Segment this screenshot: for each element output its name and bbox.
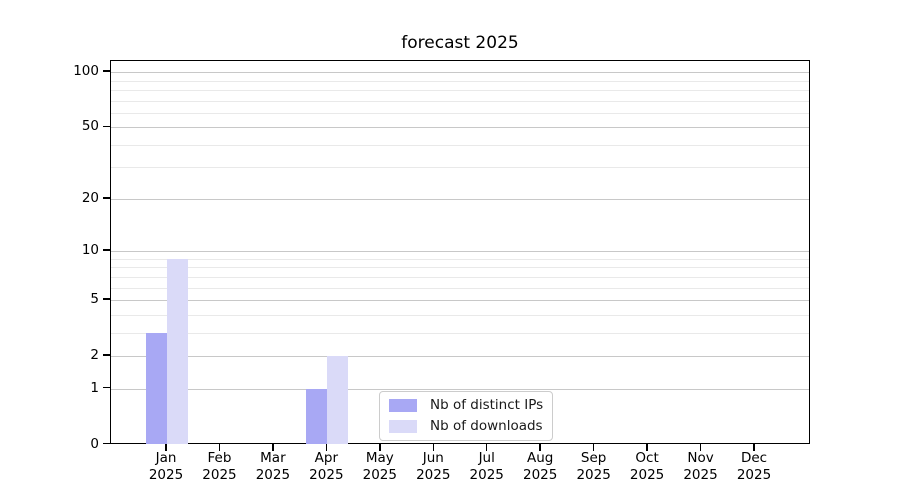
y-axis-tick-label: 100 xyxy=(73,63,99,80)
x-axis-month-label: May 2025 xyxy=(362,449,397,483)
x-axis-tick xyxy=(646,443,648,451)
x-axis-tick xyxy=(432,443,434,451)
x-axis-tick xyxy=(325,443,328,451)
y-axis-tick-label: 10 xyxy=(81,242,99,259)
minor-gridline xyxy=(111,267,809,269)
legend-label-distinct-ips: Nb of distinct IPs xyxy=(430,397,544,413)
x-axis-tick xyxy=(753,443,755,451)
minor-gridline xyxy=(111,100,809,102)
minor-gridline xyxy=(111,80,809,82)
minor-gridline xyxy=(111,144,809,146)
x-axis-month-label: Jul 2025 xyxy=(469,449,504,483)
x-axis-month-label: Jan 2025 xyxy=(148,449,184,483)
x-axis-month-label: Apr 2025 xyxy=(309,449,344,483)
y-axis-tick xyxy=(103,249,110,251)
x-axis-tick xyxy=(218,443,221,451)
major-gridline xyxy=(111,198,809,200)
legend: Nb of distinct IPs Nb of downloads xyxy=(379,391,554,441)
major-gridline xyxy=(111,251,809,253)
minor-gridline xyxy=(111,112,809,114)
legend-swatch-distinct-ips xyxy=(389,398,417,412)
minor-gridline xyxy=(111,167,809,169)
y-axis-tick-label: 5 xyxy=(90,290,99,307)
minor-gridline xyxy=(111,89,809,91)
x-axis-month-label: Nov 2025 xyxy=(683,449,718,483)
major-gridline xyxy=(111,127,809,129)
x-axis-tick xyxy=(165,443,167,451)
y-axis-tick-label: 20 xyxy=(81,189,99,206)
x-axis-month-label: Feb 2025 xyxy=(202,449,237,483)
x-axis-month-label: Mar 2025 xyxy=(255,449,291,483)
y-axis-tick xyxy=(103,70,110,72)
x-axis-month-label: Sep 2025 xyxy=(576,449,611,483)
y-axis-tick xyxy=(103,298,110,300)
x-axis-tick xyxy=(699,443,702,451)
y-axis-tick xyxy=(103,354,110,356)
minor-gridline xyxy=(111,332,809,334)
bar-nb-of-distinct-ips-apr xyxy=(306,388,328,445)
minor-gridline xyxy=(111,258,809,260)
bar-nb-of-distinct-ips-jan xyxy=(146,332,167,445)
y-axis-tick-label: 1 xyxy=(90,379,99,396)
plot-area: Nb of distinct IPs Nb of downloads xyxy=(110,60,810,445)
y-axis-tick xyxy=(103,197,110,199)
x-axis-month-label: Aug 2025 xyxy=(522,449,558,483)
legend-item: Nb of distinct IPs xyxy=(389,397,543,413)
y-axis-tick xyxy=(103,442,110,445)
minor-gridline xyxy=(111,276,809,278)
x-axis-tick xyxy=(272,443,274,451)
y-axis-tick-label: 50 xyxy=(81,118,99,135)
x-axis-month-label: Oct 2025 xyxy=(629,449,665,483)
x-axis-tick xyxy=(592,443,595,451)
major-gridline xyxy=(111,72,809,74)
major-gridline xyxy=(111,299,809,301)
minor-gridline xyxy=(111,314,809,316)
y-axis-tick xyxy=(103,386,110,389)
x-axis-tick xyxy=(539,443,541,451)
x-axis-tick xyxy=(379,443,381,451)
legend-item: Nb of downloads xyxy=(389,418,543,434)
legend-label-downloads: Nb of downloads xyxy=(430,418,543,434)
bar-nb-of-downloads-jan xyxy=(167,258,188,445)
major-gridline xyxy=(111,355,809,357)
y-axis-tick-label: 0 xyxy=(90,435,99,452)
x-axis-tick xyxy=(486,443,488,451)
legend-swatch-downloads xyxy=(389,419,417,433)
x-axis-month-label: Jun 2025 xyxy=(416,449,451,483)
x-axis-month-label: Dec 2025 xyxy=(736,449,772,483)
major-gridline xyxy=(111,388,809,390)
chart-title: forecast 2025 xyxy=(401,33,519,53)
y-axis-tick xyxy=(103,125,110,127)
minor-gridline xyxy=(111,287,809,289)
y-axis-tick-label: 2 xyxy=(90,346,99,363)
bar-nb-of-downloads-apr xyxy=(327,355,349,445)
